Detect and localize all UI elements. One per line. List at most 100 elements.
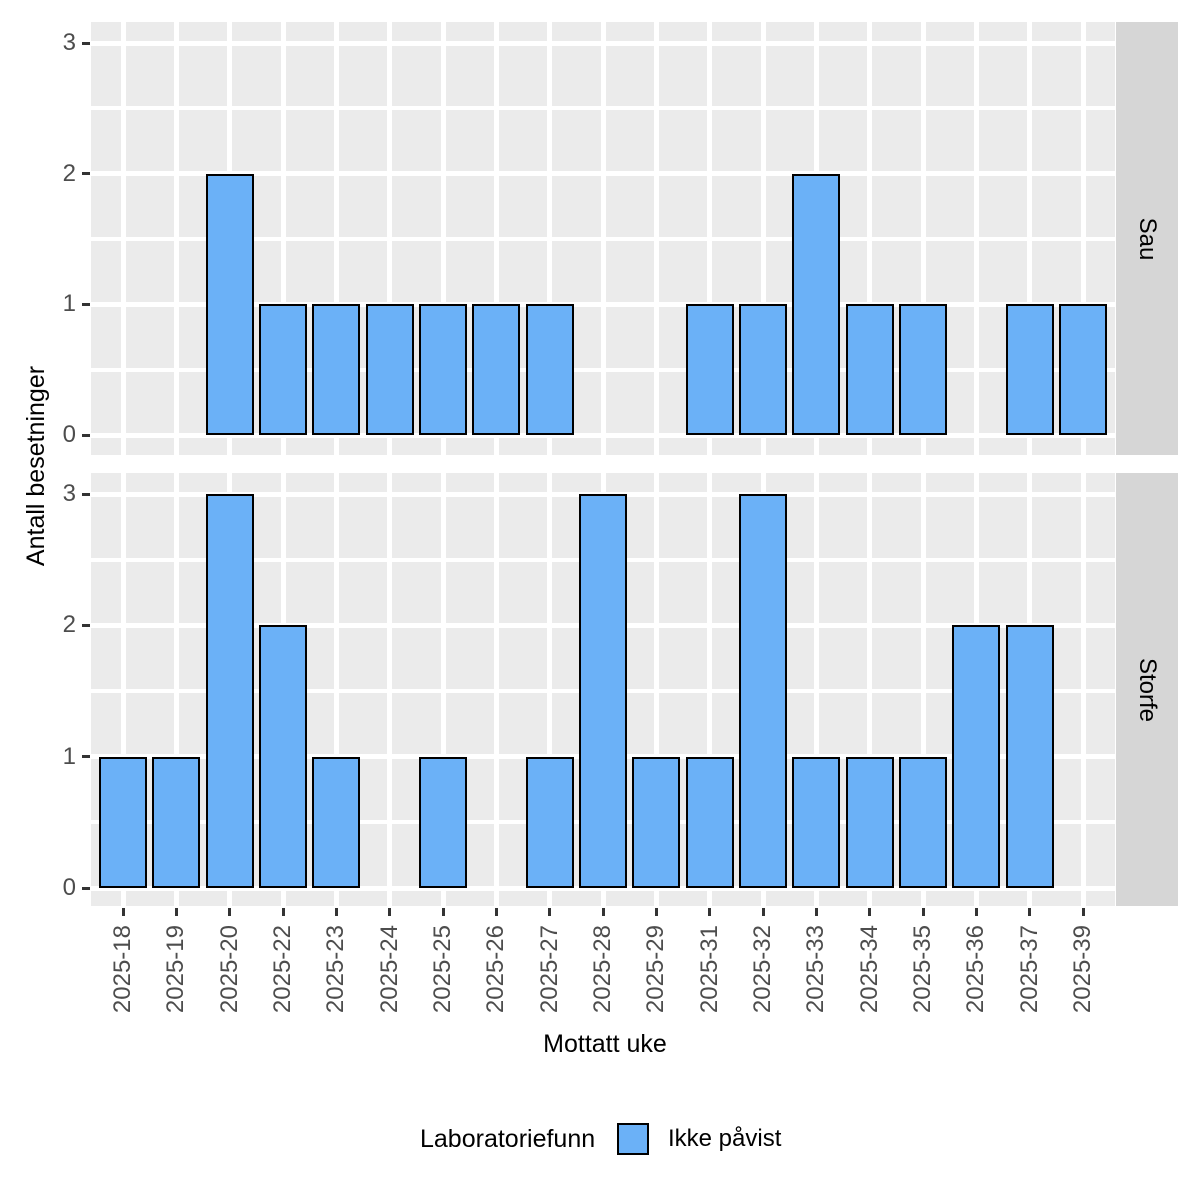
gridline-major-h <box>91 301 1115 307</box>
x-tick-label: 2025-24 <box>375 925 403 1014</box>
bar <box>472 304 521 435</box>
bar <box>792 756 841 888</box>
x-tick <box>228 908 232 916</box>
bar <box>525 304 574 435</box>
bar <box>632 756 681 888</box>
x-tick-label: 2025-27 <box>535 925 563 1014</box>
x-tick-label: 2025-36 <box>962 925 990 1014</box>
y-tick <box>82 302 90 306</box>
bar <box>899 304 947 435</box>
x-tick <box>281 908 285 916</box>
bar <box>99 756 147 888</box>
bar <box>419 756 467 888</box>
x-tick <box>121 908 125 916</box>
y-tick <box>82 623 90 627</box>
bar <box>739 304 787 435</box>
bar <box>579 494 627 888</box>
bar <box>685 304 734 435</box>
y-tick <box>82 886 90 890</box>
x-tick-label: 2025-25 <box>429 925 456 1014</box>
x-tick <box>548 908 552 916</box>
y-tick-label: 1 <box>62 290 76 318</box>
x-tick <box>388 908 392 916</box>
bar <box>899 756 947 888</box>
bar <box>312 304 361 435</box>
gridline-minor-h <box>91 367 1115 372</box>
x-tick <box>601 908 605 916</box>
y-tick <box>82 755 90 759</box>
x-tick-label: 2025-34 <box>855 925 883 1014</box>
x-tick-label: 2025-37 <box>1015 925 1043 1014</box>
x-tick <box>974 908 978 916</box>
x-tick <box>441 908 445 916</box>
y-tick <box>82 172 90 176</box>
x-tick-label: 2025-33 <box>802 925 830 1014</box>
bar <box>419 304 467 435</box>
legend-key-ikke-pavist <box>617 1123 649 1155</box>
bar <box>739 494 787 888</box>
x-tick <box>921 908 925 916</box>
bar <box>845 756 894 888</box>
facet-strip-label: Storfe <box>1134 657 1161 722</box>
facet-strip-storfe: Storfe <box>1116 473 1178 906</box>
bar <box>152 756 201 888</box>
facet-strip-label: Sau <box>1134 217 1161 260</box>
y-tick <box>82 433 90 437</box>
facet-strip-sau: Sau <box>1116 22 1178 455</box>
x-tick <box>654 908 658 916</box>
x-tick-label: 2025-35 <box>909 925 936 1014</box>
x-tick-label: 2025-39 <box>1069 925 1096 1014</box>
y-tick <box>82 41 90 45</box>
y-axis-title: Antall besetninger <box>22 365 50 567</box>
x-tick <box>1028 908 1032 916</box>
bar <box>952 625 1001 888</box>
y-tick-label: 0 <box>62 874 76 901</box>
x-tick-label: 2025-28 <box>589 925 616 1014</box>
y-tick-label: 2 <box>62 159 76 187</box>
legend-title: Laboratoriefunn <box>420 1125 596 1153</box>
x-tick <box>868 908 872 916</box>
x-tick-label: 2025-18 <box>109 925 136 1014</box>
y-tick-label: 0 <box>62 421 76 448</box>
y-tick <box>82 492 90 496</box>
x-tick-label: 2025-29 <box>642 925 670 1014</box>
bar <box>685 756 734 888</box>
bar <box>525 756 574 888</box>
x-tick <box>334 908 338 916</box>
gridline-minor-h <box>91 106 1115 111</box>
y-tick-label: 3 <box>62 29 76 56</box>
bar <box>1005 304 1054 435</box>
legend-item-label: Ikke påvist <box>668 1125 782 1152</box>
bar <box>205 173 254 435</box>
x-tick <box>814 908 818 916</box>
bar <box>259 625 307 888</box>
x-tick-label: 2025-22 <box>269 925 296 1014</box>
gridline-minor-h <box>91 237 1115 241</box>
x-tick <box>761 908 765 916</box>
gridline-major-h <box>91 432 1115 438</box>
bar <box>259 304 307 435</box>
bar <box>845 304 894 435</box>
x-tick <box>1081 908 1085 916</box>
bar <box>1059 304 1107 435</box>
y-tick-label: 3 <box>62 480 76 507</box>
bar <box>205 494 254 888</box>
bar <box>312 756 361 888</box>
x-axis-title: Mottatt uke <box>543 1030 667 1058</box>
bar <box>1005 625 1054 888</box>
x-tick-label: 2025-23 <box>322 925 350 1014</box>
x-tick <box>708 908 712 916</box>
gridline-major-h <box>91 171 1115 177</box>
x-tick <box>494 908 498 916</box>
x-tick-label: 2025-26 <box>482 925 510 1014</box>
x-tick-label: 2025-19 <box>162 925 190 1014</box>
x-tick-label: 2025-20 <box>215 925 243 1014</box>
gridline-major-h <box>91 40 1115 46</box>
x-tick <box>174 908 178 916</box>
x-tick-label: 2025-31 <box>695 925 723 1014</box>
y-tick-label: 2 <box>62 611 76 639</box>
gridline-major-h <box>91 885 1115 891</box>
bar <box>792 173 841 435</box>
x-tick-label: 2025-32 <box>749 925 776 1014</box>
